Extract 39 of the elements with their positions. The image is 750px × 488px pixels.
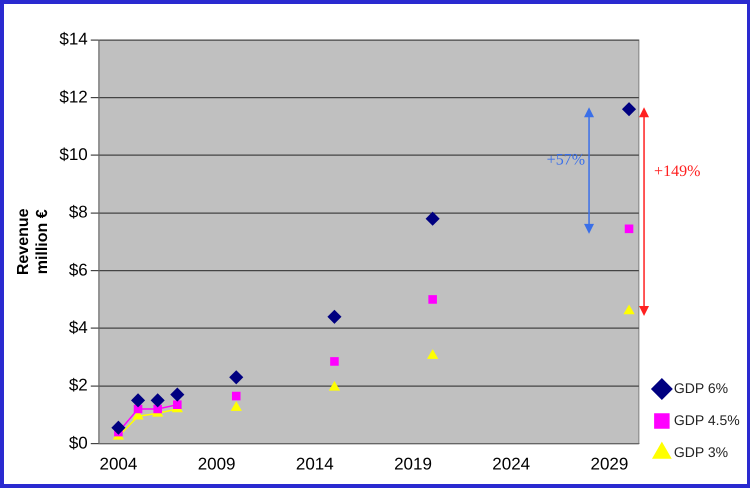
x-tick-label: 2029 — [590, 454, 628, 474]
x-tick-label: 2024 — [492, 454, 530, 474]
point — [329, 382, 340, 391]
x-tick-label: 2004 — [99, 454, 138, 474]
y-tick-label: $8 — [68, 202, 88, 222]
point — [231, 402, 242, 411]
point — [328, 310, 342, 324]
point — [428, 295, 437, 304]
point — [624, 305, 634, 314]
y-tick-label: $12 — [59, 87, 88, 106]
point — [170, 388, 184, 402]
y-tick-label: $2 — [68, 376, 88, 395]
y-axis-title: Revenue million € — [15, 208, 52, 276]
point — [112, 420, 126, 434]
text: +149% — [654, 162, 700, 180]
point — [232, 392, 241, 400]
y-tick-label: $10 — [59, 145, 88, 164]
point — [229, 370, 243, 384]
point — [426, 212, 440, 226]
point — [134, 404, 142, 414]
x-tick-label: 2019 — [394, 454, 432, 474]
point — [131, 394, 145, 408]
x-tick-label: 2009 — [198, 454, 236, 474]
y-tick-label: $4 — [68, 318, 88, 337]
point — [330, 357, 339, 366]
point — [150, 394, 164, 408]
y-tick-label: $14 — [59, 30, 88, 49]
annotation: +57% — [546, 152, 586, 169]
point — [173, 400, 182, 409]
point — [622, 102, 636, 116]
x-tick-label: 2014 — [296, 454, 334, 474]
legend-label: GDP 3% — [674, 444, 728, 460]
y-tick-label: $6 — [68, 260, 88, 280]
legend-label: GDP 4.5% — [674, 412, 740, 428]
point — [624, 224, 634, 234]
y-tick-label: $0 — [68, 433, 88, 452]
legend-label: GDP 6% — [674, 380, 728, 396]
point — [428, 350, 438, 359]
point — [153, 404, 162, 414]
